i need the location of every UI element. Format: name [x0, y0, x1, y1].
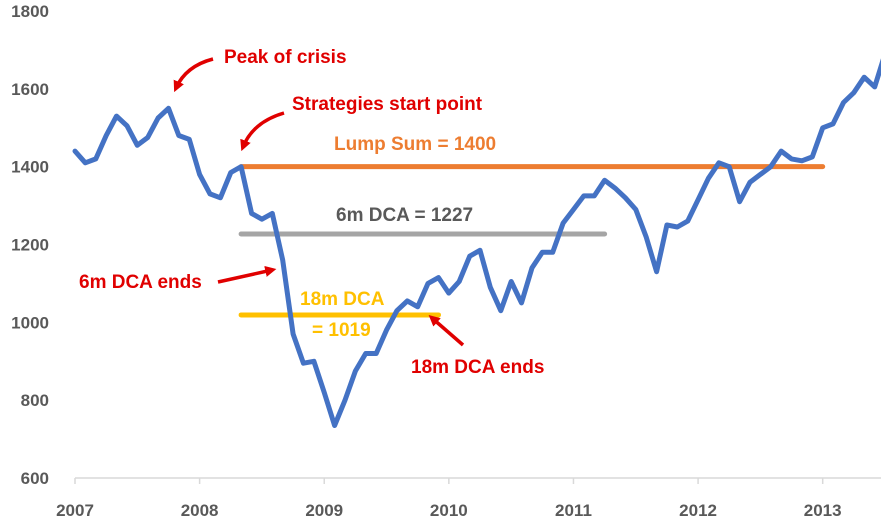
- x-tick-label: 2013: [804, 501, 842, 520]
- y-tick-label: 800: [21, 391, 49, 410]
- x-tick-label: 2007: [56, 501, 94, 520]
- annotation-6m-dca-ends: 6m DCA ends: [79, 272, 202, 293]
- x-tick-label: 2012: [679, 501, 717, 520]
- annotation-18m-dca-ends: 18m DCA ends: [411, 357, 544, 378]
- 6m-dca-label: 6m DCA = 1227: [336, 205, 473, 226]
- series-line: [72, 58, 881, 428]
- x-axis: 2007 2008 2009 2010 2011 2012 2013: [56, 478, 842, 520]
- y-tick-label: 1800: [11, 2, 49, 21]
- reference-labels: Lump Sum = 1400 6m DCA = 1227 18m DCA = 101…: [300, 134, 496, 341]
- y-tick-label: 1600: [11, 80, 49, 99]
- arrow-peak-of-crisis: [173, 57, 214, 93]
- x-tick-label: 2010: [430, 501, 468, 520]
- arrow-18m-dca-ends: [428, 315, 465, 347]
- annotation-strategies-start-point: Strategies start point: [292, 94, 483, 115]
- y-tick-label: 1000: [11, 313, 49, 332]
- x-tick-label: 2008: [181, 501, 219, 520]
- annotation-peak-of-crisis: Peak of crisis: [224, 47, 347, 68]
- arrow-6m-dca-ends: [217, 265, 277, 284]
- x-tick-label: 2011: [555, 501, 592, 520]
- arrow-strategies-start-point: [240, 111, 285, 152]
- x-tick-label: 2009: [305, 501, 343, 520]
- y-tick-label: 600: [21, 469, 49, 488]
- 18m-dca-label-line2: = 1019: [312, 320, 371, 341]
- lump-sum-label: Lump Sum = 1400: [334, 134, 496, 155]
- y-tick-label: 1200: [11, 236, 49, 255]
- y-tick-label: 1400: [11, 158, 49, 177]
- 18m-dca-label-line1: 18m DCA: [300, 289, 385, 310]
- y-axis: 600 800 1000 1200 1400 1600 1800: [11, 2, 49, 488]
